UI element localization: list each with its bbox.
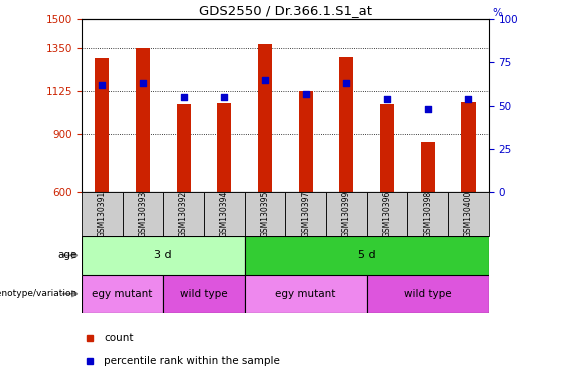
Bar	[163, 192, 204, 236]
Point	[301, 91, 310, 97]
Bar	[420, 142, 435, 192]
Text: GSM130399: GSM130399	[342, 191, 351, 237]
Bar	[407, 192, 448, 236]
Text: age: age	[57, 250, 76, 260]
Bar	[380, 104, 394, 192]
Text: GSM130395: GSM130395	[260, 191, 270, 237]
Text: %: %	[493, 8, 503, 18]
Bar	[217, 103, 232, 192]
Bar	[326, 192, 367, 236]
Bar	[339, 57, 354, 192]
Bar	[136, 48, 150, 192]
Bar	[448, 192, 489, 236]
Bar	[298, 91, 313, 192]
Bar	[367, 192, 407, 236]
Title: GDS2550 / Dr.366.1.S1_at: GDS2550 / Dr.366.1.S1_at	[199, 3, 372, 17]
Text: GSM130392: GSM130392	[179, 191, 188, 237]
Text: GSM130391: GSM130391	[98, 191, 107, 237]
Bar	[82, 236, 245, 275]
Text: GSM130394: GSM130394	[220, 191, 229, 237]
Bar	[367, 275, 489, 313]
Bar	[245, 236, 489, 275]
Text: count: count	[105, 333, 134, 343]
Text: GSM130398: GSM130398	[423, 191, 432, 237]
Text: genotype/variation: genotype/variation	[0, 289, 76, 298]
Point	[464, 96, 473, 102]
Bar	[204, 192, 245, 236]
Bar	[245, 275, 367, 313]
Text: wild type: wild type	[404, 289, 451, 299]
Text: wild type: wild type	[180, 289, 228, 299]
Point	[260, 77, 270, 83]
Text: 5 d: 5 d	[358, 250, 376, 260]
Text: GSM130397: GSM130397	[301, 191, 310, 237]
Bar	[285, 192, 326, 236]
Text: 3 d: 3 d	[154, 250, 172, 260]
Bar	[258, 44, 272, 192]
Bar	[163, 275, 245, 313]
Bar	[123, 192, 163, 236]
Bar	[82, 192, 123, 236]
Bar	[95, 58, 110, 192]
Point	[98, 82, 107, 88]
Point	[342, 80, 351, 86]
Bar	[245, 192, 285, 236]
Text: egy mutant: egy mutant	[276, 289, 336, 299]
Text: GSM130396: GSM130396	[383, 191, 392, 237]
Bar	[461, 102, 476, 192]
Point	[138, 80, 147, 86]
Point	[383, 96, 392, 102]
Text: egy mutant: egy mutant	[93, 289, 153, 299]
Point	[179, 94, 188, 100]
Point	[423, 106, 432, 112]
Bar	[176, 104, 191, 192]
Text: GSM130400: GSM130400	[464, 191, 473, 237]
Point	[220, 94, 229, 100]
Bar	[82, 275, 163, 313]
Text: GSM130393: GSM130393	[138, 191, 147, 237]
Text: percentile rank within the sample: percentile rank within the sample	[105, 356, 280, 366]
